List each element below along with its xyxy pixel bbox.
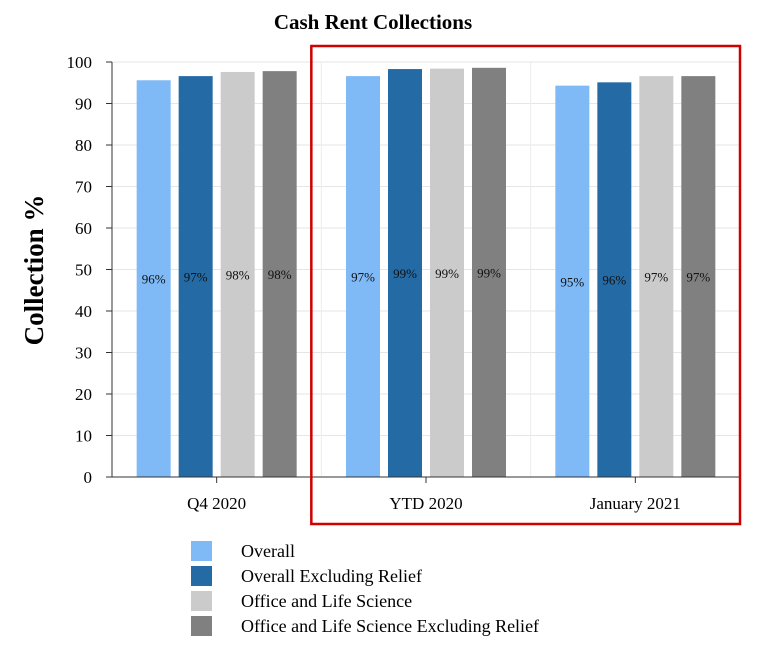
legend-label: Overall Excluding Relief [241, 566, 422, 586]
data-label: 96% [602, 273, 626, 288]
x-tick-labels: Q4 2020 YTD 2020 January 2021 [187, 494, 681, 513]
bar [597, 82, 632, 478]
y-tick-label: 70 [75, 178, 92, 197]
x-tick-label: YTD 2020 [389, 494, 462, 513]
y-tick-label: 60 [75, 219, 92, 238]
y-tick-label: 80 [75, 136, 92, 155]
bar [555, 85, 590, 477]
data-label: 99% [435, 266, 459, 281]
y-tick-label: 100 [67, 53, 93, 72]
legend: Overall Overall Excluding Relief Office an… [191, 541, 539, 636]
legend-swatch [191, 541, 212, 561]
y-tick-label: 10 [75, 427, 92, 446]
data-label: 99% [393, 266, 417, 281]
bar [136, 80, 171, 477]
y-tick-label: 20 [75, 385, 92, 404]
bar [472, 67, 506, 477]
data-label: 98% [226, 267, 250, 282]
highlight-rect [310, 44, 742, 526]
y-tick-labels: 0 10 20 30 40 50 60 70 80 90 100 [67, 53, 93, 487]
bars [136, 67, 716, 478]
bar [220, 71, 255, 478]
bar [262, 71, 297, 477]
y-tick-label: 30 [75, 344, 92, 363]
bar [639, 76, 674, 478]
y-tick-label: 50 [75, 261, 92, 280]
y-tick-label: 0 [84, 468, 93, 487]
y-axis-label: Collection % [19, 195, 49, 346]
data-labels: 96% 97% 98% 98% 97% 99% 99% 99% 95% 96% 97% 97% [142, 265, 711, 289]
legend-label: Overall [241, 541, 295, 561]
legend-swatch [191, 591, 212, 611]
x-tick-label: January 2021 [590, 494, 681, 513]
legend-swatch [191, 616, 212, 636]
y-tick-label: 40 [75, 302, 92, 321]
axes [106, 61, 740, 483]
legend-label: Office and Life Science Excluding Relief [241, 616, 539, 636]
highlight-box [310, 44, 742, 526]
data-label: 97% [351, 270, 375, 285]
chart-title: Cash Rent Collections [274, 10, 472, 34]
legend-swatch [191, 566, 212, 586]
bar [681, 76, 716, 478]
data-label: 95% [560, 274, 584, 289]
data-label: 97% [686, 270, 710, 285]
legend-label: Office and Life Science [241, 591, 412, 611]
data-label: 99% [477, 265, 501, 280]
bar [430, 68, 464, 477]
x-tick-label: Q4 2020 [187, 494, 246, 513]
data-label: 97% [644, 270, 668, 285]
bar [388, 69, 422, 478]
gridlines [112, 61, 740, 477]
bar [178, 76, 213, 478]
data-label: 98% [268, 267, 292, 282]
y-tick-label: 90 [75, 95, 92, 114]
data-label: 96% [142, 272, 166, 287]
data-label: 97% [184, 270, 208, 285]
bar [346, 76, 380, 478]
